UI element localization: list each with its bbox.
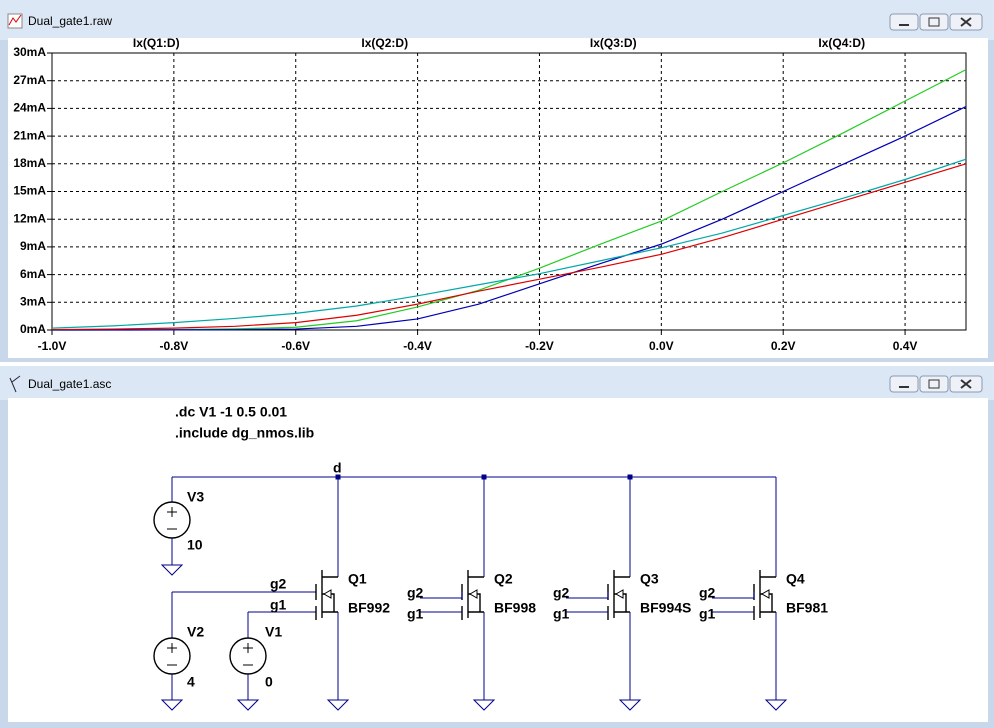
series-line xyxy=(51,163,967,331)
y-tick-label: 18mA xyxy=(13,156,46,170)
icon xyxy=(928,379,940,389)
source-name: V3 xyxy=(187,489,204,505)
spice-directive: .dc V1 -1 0.5 0.01 xyxy=(175,404,287,420)
plot-frame xyxy=(51,52,967,331)
spice-directive: .include dg_nmos.lib xyxy=(175,425,314,441)
part-model: BF994S xyxy=(640,600,691,616)
part-model: BF998 xyxy=(494,600,536,616)
minimize-button[interactable] xyxy=(889,375,919,393)
schematic: .dc V1 -1 0.5 0.01 .include dg_nmos.lib … xyxy=(153,404,828,711)
minimize-button[interactable] xyxy=(889,13,919,31)
app-icon-glyph xyxy=(8,14,22,26)
source-name: V1 xyxy=(265,624,282,640)
polarity xyxy=(167,643,177,666)
x-tick-label: 0.4V xyxy=(893,339,918,353)
window-buttons xyxy=(889,13,983,31)
x-tick-label: -0.2V xyxy=(525,339,554,353)
plot: 0mA 3mA 6mA 9mA 12mA 15mA 18mA 21mA 24mA 27mA 30mA… xyxy=(13,36,967,353)
wire xyxy=(566,592,609,599)
window-title: Dual_gate1.raw xyxy=(28,14,112,28)
gate-label: g2 xyxy=(407,585,424,601)
title-bar xyxy=(0,0,994,40)
ground-symbol xyxy=(472,699,496,711)
icon xyxy=(960,17,972,27)
icon xyxy=(928,17,940,27)
gate-label: g1 xyxy=(270,597,287,613)
net-label: d xyxy=(333,460,342,476)
plot-pane xyxy=(8,38,988,358)
x-tick-label: -0.6V xyxy=(281,339,310,353)
gate-label: g1 xyxy=(407,606,424,622)
maximize-button[interactable] xyxy=(919,13,949,31)
ground-symbol xyxy=(236,699,260,711)
polarity xyxy=(243,643,253,666)
mosfet xyxy=(315,570,338,620)
y-tick-label: 30mA xyxy=(13,45,46,59)
legend-entry: Ix(Q2:D) xyxy=(361,36,408,50)
legend-entry: Ix(Q3:D) xyxy=(590,36,637,50)
x-tick-label: 0.2V xyxy=(771,339,796,353)
mosfet-arrow xyxy=(614,589,624,599)
app-icon xyxy=(9,375,21,393)
part-name: Q2 xyxy=(494,571,513,587)
schematic-pane xyxy=(8,398,988,722)
gate-label: g2 xyxy=(553,585,570,601)
y-tick-label: 9mA xyxy=(20,239,46,253)
series-line xyxy=(51,158,967,329)
x-tick-label: 0.0V xyxy=(649,339,674,353)
y-tick-label: 27mA xyxy=(13,73,46,87)
ground-symbol xyxy=(764,699,788,711)
part-name: Q4 xyxy=(786,571,805,587)
source-name: V2 xyxy=(187,624,204,640)
source-value: 10 xyxy=(187,537,203,553)
ground-symbol xyxy=(160,564,184,576)
wire xyxy=(420,592,463,599)
x-tick-label: -0.8V xyxy=(160,339,189,353)
wire xyxy=(712,592,755,599)
mosfet-arrow xyxy=(322,589,332,599)
mosfet-arrow xyxy=(760,589,770,599)
part-model: BF992 xyxy=(348,600,390,616)
series-line xyxy=(52,106,967,331)
y-tick-label: 6mA xyxy=(20,267,46,281)
gate-label: g1 xyxy=(699,606,716,622)
y-tick-label: 21mA xyxy=(13,128,46,142)
polarity xyxy=(167,507,177,530)
legend-entry: Ix(Q1:D) xyxy=(133,36,180,50)
window-buttons xyxy=(889,375,983,393)
source-value: 4 xyxy=(187,674,195,690)
ground-symbol xyxy=(326,699,350,711)
part-name: Q3 xyxy=(640,571,659,587)
legend-entry: Ix(Q4:D) xyxy=(818,36,865,50)
gate-label: g2 xyxy=(699,585,716,601)
ground-symbol xyxy=(160,699,184,711)
part-name: Q1 xyxy=(348,571,367,587)
y-tick-label: 12mA xyxy=(13,211,46,225)
ground-symbol xyxy=(618,699,642,711)
title-bar xyxy=(0,366,994,400)
mosfet-arrow xyxy=(468,589,478,599)
window-title: Dual_gate1.asc xyxy=(28,377,111,391)
y-tick-label: 24mA xyxy=(13,101,46,115)
y-tick-label: 15mA xyxy=(13,184,46,198)
gate-label: g1 xyxy=(553,606,570,622)
x-tick-label: -0.4V xyxy=(403,339,432,353)
part-model: BF981 xyxy=(786,600,828,616)
y-tick-label: 0mA xyxy=(20,322,46,336)
icon xyxy=(960,379,972,389)
maximize-button[interactable] xyxy=(919,375,949,393)
x-tick-label: -1.0V xyxy=(38,339,67,353)
gate-label: g2 xyxy=(270,576,287,592)
source-value: 0 xyxy=(265,674,273,690)
y-tick-label: 3mA xyxy=(20,294,46,308)
